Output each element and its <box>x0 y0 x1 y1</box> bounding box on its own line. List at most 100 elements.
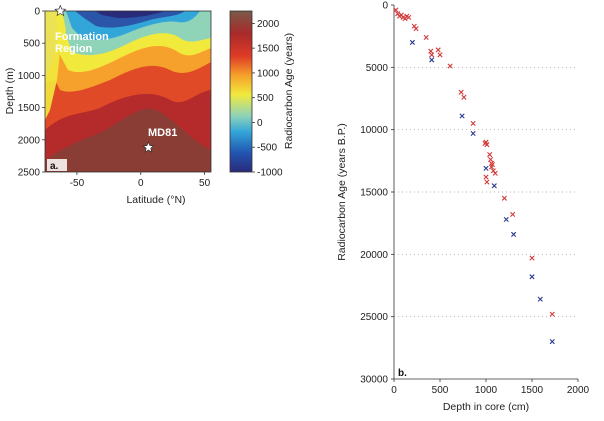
data-point <box>549 311 555 317</box>
panel-a-x-tick-label: -50 <box>70 178 85 189</box>
data-point <box>529 255 535 261</box>
data-point-stroke <box>423 34 429 41</box>
data-point <box>429 57 435 63</box>
panel-b-label: b. <box>398 368 407 379</box>
panel-b-y-label: Radiocarbon Age (years B.P.) <box>336 123 348 261</box>
formation-star-icon <box>54 4 67 17</box>
panel-a-y-tick-label: 2500 <box>18 168 41 179</box>
data-point <box>447 63 453 69</box>
panel-a-y-ticks: 0 500 1000 1500 2000 2500 <box>18 7 45 179</box>
data-point <box>484 179 490 185</box>
data-point-stroke <box>489 161 496 168</box>
data-point-stroke <box>470 130 476 136</box>
data-point <box>470 130 476 136</box>
data-point <box>510 211 516 218</box>
colorbar-tick-label: -500 <box>257 143 277 154</box>
colorbar-tick-label: 1500 <box>257 44 280 55</box>
panel-a-markers <box>54 4 155 153</box>
data-point <box>492 170 498 176</box>
panel-b-series-0 <box>393 7 555 317</box>
data-point-stroke <box>413 26 419 32</box>
panel-b-y-tick-label: 30000 <box>360 375 388 386</box>
panel-b-x-tick-label: 1000 <box>475 385 498 396</box>
data-point-stroke <box>483 139 489 145</box>
panel-b-x-label: Depth in core (cm) <box>443 401 529 413</box>
panel-b-y-ticks: 0 5000 10000 15000 20000 25000 30000 <box>360 1 394 386</box>
annotation-formation-line-1: Formation <box>55 31 109 43</box>
data-point-stroke <box>529 255 535 261</box>
data-point-stroke <box>484 179 490 185</box>
panel-b-x-tick-label: 1500 <box>521 385 544 396</box>
data-point <box>428 48 434 54</box>
data-point <box>458 89 464 95</box>
panel-a-y-tick-label: 500 <box>23 39 40 50</box>
colorbar-tick-label: 2000 <box>257 19 280 30</box>
panel-b-x-tick-label: 2000 <box>567 385 590 396</box>
data-point-stroke <box>409 39 415 45</box>
panel-b-gridlines <box>394 66 578 318</box>
data-point-stroke <box>458 89 464 95</box>
panel-b-x-tick-label: 0 <box>391 385 397 396</box>
data-point-stroke <box>510 211 516 218</box>
data-point-stroke <box>501 195 507 201</box>
panel-a: 0 500 1000 1500 2000 2500 -50 0 50 Latitude (°N… <box>4 4 212 206</box>
panel-a-y-label: Depth (m) <box>4 68 16 115</box>
data-point-stroke <box>511 231 517 237</box>
panel-b-y-tick-label: 0 <box>382 1 388 12</box>
data-point <box>459 113 465 119</box>
data-point-stroke <box>503 216 509 223</box>
data-point <box>413 26 419 32</box>
data-point-stroke <box>549 339 555 345</box>
data-point-stroke <box>483 174 489 180</box>
data-point <box>470 120 476 127</box>
panel-a-x-tick-label: 50 <box>199 178 211 189</box>
panel-b-y-tick-label: 10000 <box>360 125 388 136</box>
data-point <box>549 339 555 345</box>
data-point <box>503 216 509 223</box>
panel-b-y-tick-label: 15000 <box>360 188 388 199</box>
panel-a-y-tick-label: 1500 <box>18 103 41 114</box>
data-point <box>461 94 467 100</box>
data-point-stroke <box>459 113 465 119</box>
panel-b-y-tick-label: 25000 <box>360 312 388 323</box>
data-point <box>483 174 489 180</box>
data-point <box>429 52 435 58</box>
data-point <box>409 39 415 45</box>
data-point-stroke <box>406 14 412 21</box>
data-point-stroke <box>393 7 399 13</box>
panel-a-label: a. <box>50 161 59 172</box>
colorbar-tick-label: 0 <box>257 118 263 129</box>
data-point-stroke <box>461 94 467 100</box>
data-point-stroke <box>429 57 435 63</box>
data-point <box>537 296 543 302</box>
data-point-stroke <box>487 152 493 158</box>
colorbar-tick-label: -1000 <box>257 168 283 179</box>
annotation-md81: MD81 <box>148 127 177 139</box>
md81-star-icon <box>142 141 155 153</box>
data-point-stroke <box>492 170 498 176</box>
data-point <box>491 183 497 189</box>
panel-b-series-1 <box>409 39 555 345</box>
data-point-stroke <box>435 47 441 53</box>
panel-a-y-tick-label: 0 <box>34 7 40 18</box>
data-point <box>511 231 517 237</box>
colorbar-label: Radiocarbon Age (years) <box>283 33 295 149</box>
data-point <box>406 14 412 21</box>
data-point <box>529 274 535 280</box>
data-point-stroke <box>470 120 476 127</box>
data-point-stroke <box>549 311 555 317</box>
data-point-stroke <box>429 52 435 58</box>
colorbar-gradient <box>229 10 253 173</box>
panel-b: 0 5000 10000 15000 20000 25000 30000 0 500 1000 1… <box>336 1 590 414</box>
panel-a-x-tick-label: 0 <box>138 178 144 189</box>
annotation-formation-line-2: Region <box>55 43 93 55</box>
data-point-stroke <box>447 63 453 69</box>
data-point-stroke <box>537 296 543 302</box>
panel-b-y-tick-label: 20000 <box>360 250 388 261</box>
panel-a-label-bg <box>47 159 67 171</box>
heatmap-field <box>45 11 211 172</box>
data-point-stroke <box>484 142 490 148</box>
panel-b-y-tick-label: 5000 <box>366 63 389 74</box>
panel-b-x-ticks: 0 500 1000 1500 2000 <box>391 379 590 396</box>
